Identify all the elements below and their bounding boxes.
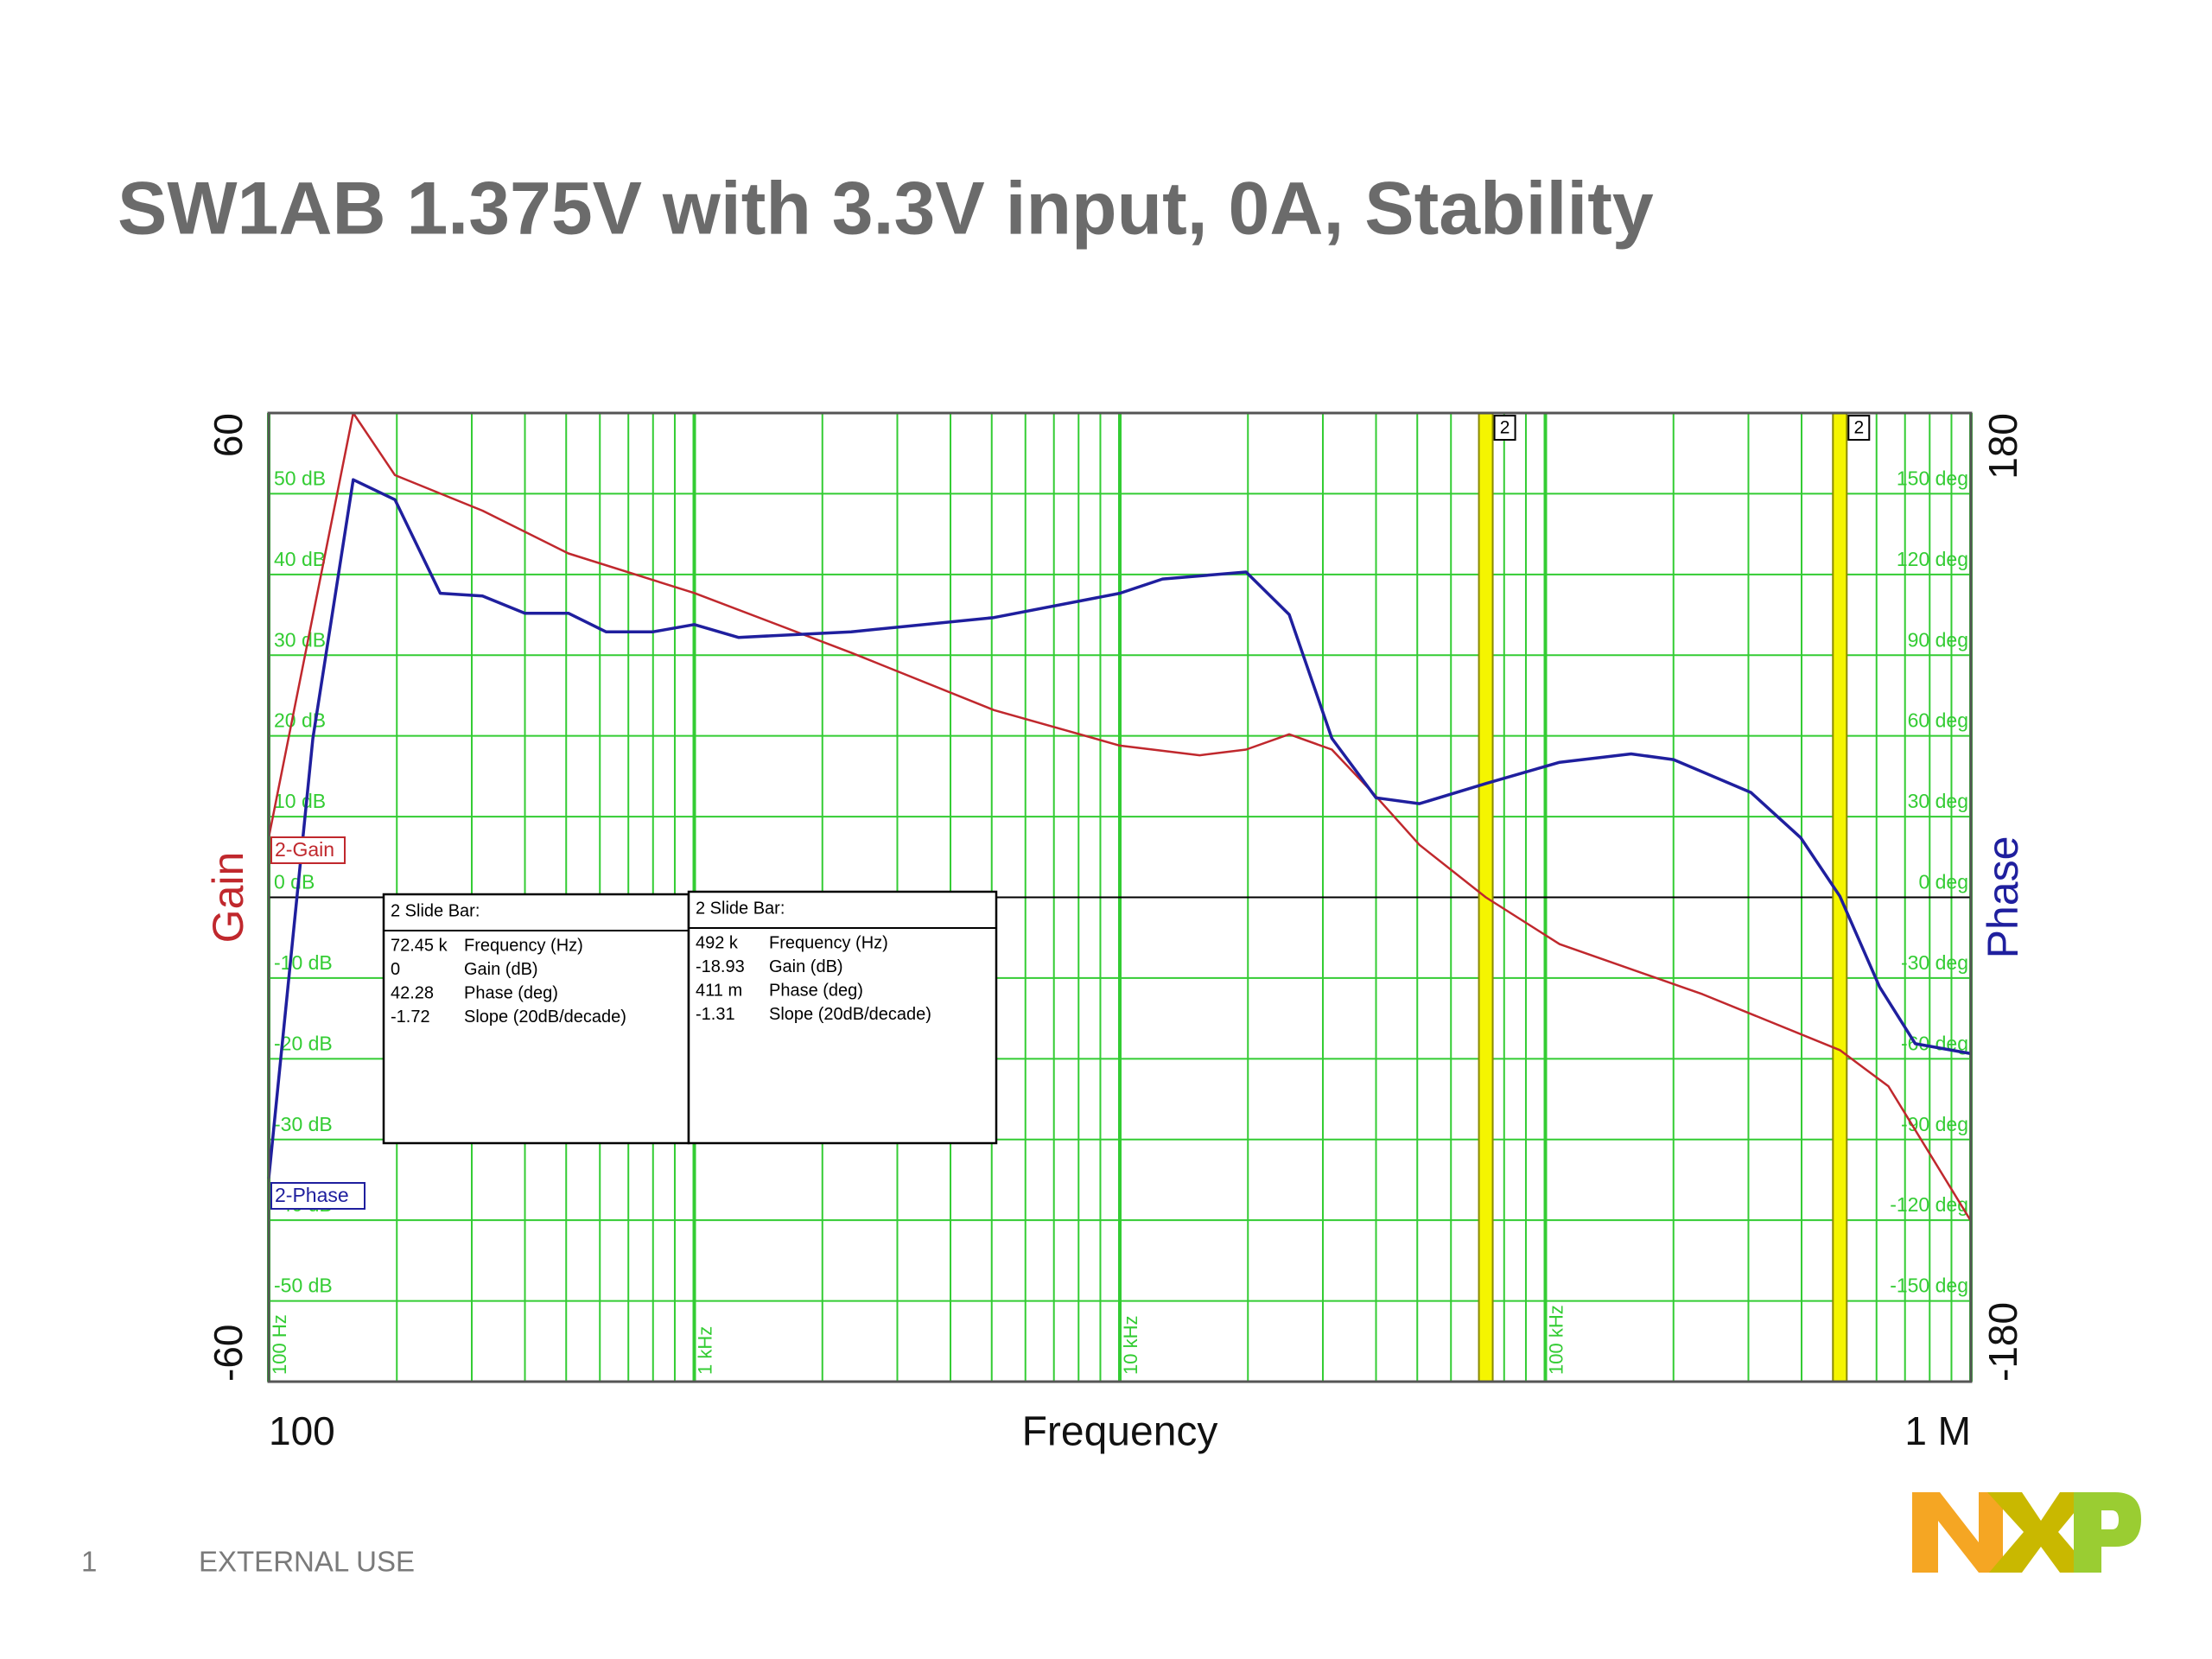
y-tick-label: 0 dB xyxy=(274,871,315,893)
page-number: 1 xyxy=(81,1546,97,1578)
y-tick-label: -50 dB xyxy=(274,1274,333,1297)
y-tick-label: -60 xyxy=(206,1325,251,1382)
slide-bar-box xyxy=(687,890,998,1145)
slide-bar-title: 2 Slide Bar: xyxy=(696,899,785,918)
y2-tick-label: -30 deg xyxy=(1901,951,1968,974)
slide-bar-label: Phase (deg) xyxy=(769,981,863,1000)
x-tick-label: 100 xyxy=(269,1408,335,1453)
slide-bar-label: Phase (deg) xyxy=(464,983,558,1002)
slide-bar-box xyxy=(382,893,690,1145)
y-tick-label: 10 dB xyxy=(274,790,326,812)
y2-tick-label: 0 deg xyxy=(1918,871,1968,893)
series-line xyxy=(267,478,1972,1179)
slide-title: SW1AB 1.375V with 3.3V input, 0A, Stabil… xyxy=(118,168,1654,251)
logo xyxy=(1912,1492,2141,1573)
x-grid-label: 1 kHz xyxy=(694,1326,715,1375)
y-axis-title: Gain xyxy=(204,852,252,944)
y2-tick-label: 120 deg xyxy=(1897,548,1968,570)
slide-bar-value: -18.93 xyxy=(696,957,745,976)
slide-bar-title: 2 Slide Bar: xyxy=(391,901,480,920)
cursor-tag: 2 xyxy=(1853,418,1864,438)
logo-n xyxy=(1912,1492,2003,1573)
y2-tick-label: 150 deg xyxy=(1897,467,1968,489)
classification: EXTERNAL USE xyxy=(199,1546,415,1578)
slide-bar-label: Frequency (Hz) xyxy=(464,936,583,955)
legend-label: 2-Phase xyxy=(275,1184,349,1206)
y2-axis-title: Phase xyxy=(1979,836,2027,959)
cursor-tag: 2 xyxy=(1500,418,1510,438)
x-tick-label: 1 M xyxy=(1904,1408,1971,1453)
y2-tick-label: -180 xyxy=(1980,1302,2025,1382)
slide-bar-label: Gain (dB) xyxy=(464,960,538,979)
slide-bar-value: 492 k xyxy=(696,933,739,952)
legend-box xyxy=(270,1182,365,1210)
logo-p xyxy=(2074,1492,2141,1573)
y2-tick-label: -150 deg xyxy=(1890,1274,1968,1297)
slide-bar-value: 0 xyxy=(391,960,400,979)
x-grid-label: 100 Hz xyxy=(269,1314,290,1375)
cursor-tag-box xyxy=(1493,415,1516,441)
slide-bar-value: 72.45 k xyxy=(391,936,448,955)
cursor-tag-box xyxy=(1847,415,1871,441)
slide-bar-label: Slope (20dB/decade) xyxy=(464,1007,626,1027)
series-line xyxy=(267,411,1973,1222)
slide-bar-label: Gain (dB) xyxy=(769,957,843,976)
logo-x xyxy=(1987,1492,2093,1573)
y2-tick-label: 90 deg xyxy=(1908,628,1968,651)
slide-bar-label: Slope (20dB/decade) xyxy=(769,1005,931,1024)
slide-bar-label: Frequency (Hz) xyxy=(769,933,888,952)
slide-bar-value: -1.72 xyxy=(391,1007,430,1027)
slide-bar-value: -1.31 xyxy=(696,1005,735,1024)
legend-label: 2-Gain xyxy=(275,838,334,861)
plot-frame xyxy=(267,411,1973,1383)
x-axis-title: Frequency xyxy=(1022,1409,1218,1455)
slide-bar-value: 42.28 xyxy=(391,983,434,1002)
y-tick-label: 50 dB xyxy=(274,467,326,489)
y2-tick-label: 30 deg xyxy=(1908,790,1968,812)
y-tick-label: 30 dB xyxy=(274,628,326,651)
slide-bar-value: 411 m xyxy=(696,981,742,1000)
x-grid-label: 10 kHz xyxy=(1120,1316,1141,1375)
x-grid-label: 100 kHz xyxy=(1545,1305,1567,1375)
y2-tick-label: 60 deg xyxy=(1908,709,1968,732)
y-tick-label: 40 dB xyxy=(274,548,326,570)
y-tick-label: -10 dB xyxy=(274,951,333,974)
y2-tick-label: 180 xyxy=(1980,413,2025,480)
legend-box xyxy=(270,836,346,864)
y-tick-label: 60 xyxy=(206,413,251,457)
y-tick-label: -30 dB xyxy=(274,1113,333,1135)
